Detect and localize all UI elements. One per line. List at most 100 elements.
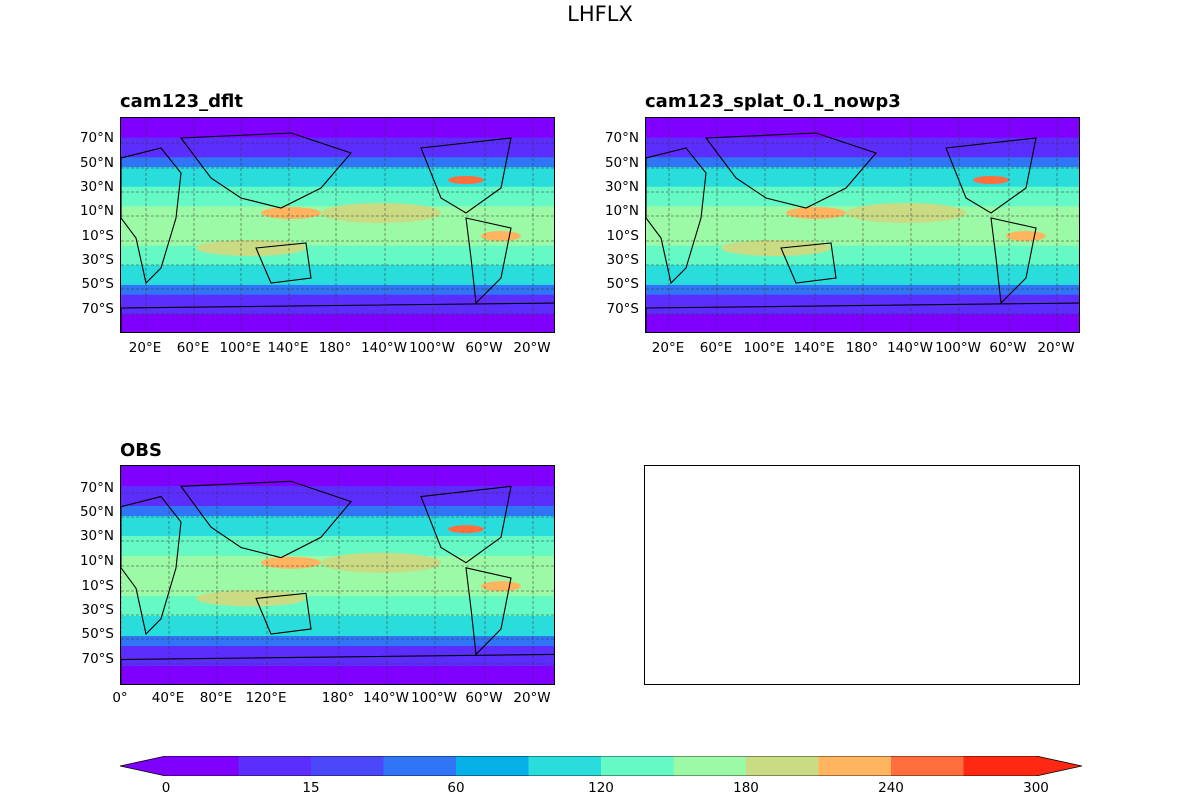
field-band <box>646 245 1079 257</box>
field-feature <box>321 552 441 573</box>
lon-tick-label: 100°E <box>219 340 261 356</box>
field-band <box>121 284 554 296</box>
lat-tick-label: 70°N <box>79 480 114 496</box>
coastline <box>704 132 877 209</box>
panel-title-cam123-splat: cam123_splat_0.1_nowp3 <box>645 91 901 112</box>
field-band <box>121 606 554 617</box>
field-feature <box>196 240 306 256</box>
field-band <box>646 157 1079 169</box>
map-obs <box>120 465 555 685</box>
lat-tick-label: 10°N <box>79 553 114 569</box>
colorbar-tick-label: 15 <box>302 780 320 796</box>
lon-tick-label: 140°W <box>361 340 407 356</box>
lat-tick-label: 10°N <box>604 203 639 219</box>
field-band <box>121 576 554 587</box>
lon-tick-label: 40°E <box>151 690 185 706</box>
coastline <box>420 485 512 564</box>
colorbar-tick-label: 240 <box>878 780 904 796</box>
field-band <box>121 127 554 139</box>
lon-tick-label: 20°W <box>513 690 551 706</box>
lon-tick-label: 60°W <box>465 690 503 706</box>
field-band <box>121 476 554 487</box>
coastline <box>990 217 1037 305</box>
field-band <box>121 666 554 677</box>
field-band <box>121 294 554 306</box>
lon-tick-label: 20°W <box>513 340 551 356</box>
field-band <box>121 196 554 208</box>
lon-tick-label: 140°E <box>267 340 309 356</box>
field-band <box>646 314 1079 326</box>
field-band <box>646 118 1079 129</box>
colorbar-segment <box>383 756 457 776</box>
lon-tick-label: 180° <box>845 340 879 356</box>
lon-tick-label: 100°W <box>411 690 457 706</box>
field-feature <box>786 207 846 219</box>
lon-tick-label: 20°W <box>1037 340 1075 356</box>
field-band <box>121 176 554 188</box>
empty-panel <box>644 465 1080 685</box>
field-band <box>646 196 1079 208</box>
lat-tick-label: 30°N <box>79 179 114 195</box>
field-band <box>121 596 554 607</box>
lon-tick-label: 20°E <box>651 340 685 356</box>
colorbar-extend-min <box>120 756 166 776</box>
lat-tick-label: 30°N <box>604 179 639 195</box>
colorbar-tick-label: 120 <box>588 780 614 796</box>
lat-tick-label: 70°S <box>81 651 115 667</box>
coastline <box>420 137 512 214</box>
map-cam123-dflt <box>120 117 555 333</box>
field-feature <box>1006 231 1046 241</box>
field-band <box>121 255 554 267</box>
coastline <box>121 147 182 285</box>
lat-tick-label: 50°N <box>604 155 639 171</box>
lon-tick-label: 60°E <box>176 340 210 356</box>
field-band <box>121 157 554 169</box>
colorbar <box>120 756 1082 776</box>
field-band <box>121 226 554 237</box>
lat-tick-label: 70°S <box>81 301 115 317</box>
field-feature <box>448 176 484 184</box>
lat-tick-label: 50°S <box>81 626 115 642</box>
lon-tick-label: 120°E <box>245 690 287 706</box>
field-feature <box>481 231 521 241</box>
lon-tick-label: 60°W <box>989 340 1027 356</box>
figure-title: LHFLX <box>567 2 633 26</box>
lat-tick-label: 50°S <box>606 276 640 292</box>
field-band <box>121 526 554 537</box>
coastline <box>179 132 352 209</box>
lat-tick-label: 10°S <box>606 228 640 244</box>
field-band <box>646 265 1079 277</box>
lat-tick-label: 50°S <box>81 276 115 292</box>
coastline <box>179 480 352 559</box>
field-band <box>646 147 1079 159</box>
field-band <box>121 216 554 227</box>
lon-tick-label: 140°E <box>793 340 835 356</box>
field-band <box>121 516 554 527</box>
field-band <box>646 226 1079 237</box>
field-band <box>121 245 554 257</box>
field-feature <box>261 556 321 569</box>
coastline <box>465 567 512 656</box>
colorbar-segment <box>963 756 1037 776</box>
field-band <box>121 265 554 277</box>
field-band <box>121 676 554 684</box>
lon-tick-label: 60°W <box>465 340 503 356</box>
coastline <box>945 137 1037 214</box>
colorbar-segment <box>601 756 674 776</box>
colorbar-segment <box>238 756 312 776</box>
lon-tick-label: 140°W <box>887 340 933 356</box>
colorbar-segment <box>528 756 602 776</box>
coastline <box>465 217 512 305</box>
colorbar-segment <box>456 756 529 776</box>
coastline <box>121 495 182 636</box>
colorbar-extend-max <box>1036 756 1082 776</box>
coastline <box>646 302 1079 332</box>
field-band <box>121 304 554 316</box>
coastline <box>780 242 837 284</box>
field-band <box>121 616 554 627</box>
lat-tick-label: 70°N <box>79 130 114 146</box>
colorbar-tick-label: 180 <box>733 780 759 796</box>
lat-tick-label: 50°N <box>79 155 114 171</box>
colorbar-segment <box>673 756 747 776</box>
field-feature <box>321 203 441 223</box>
